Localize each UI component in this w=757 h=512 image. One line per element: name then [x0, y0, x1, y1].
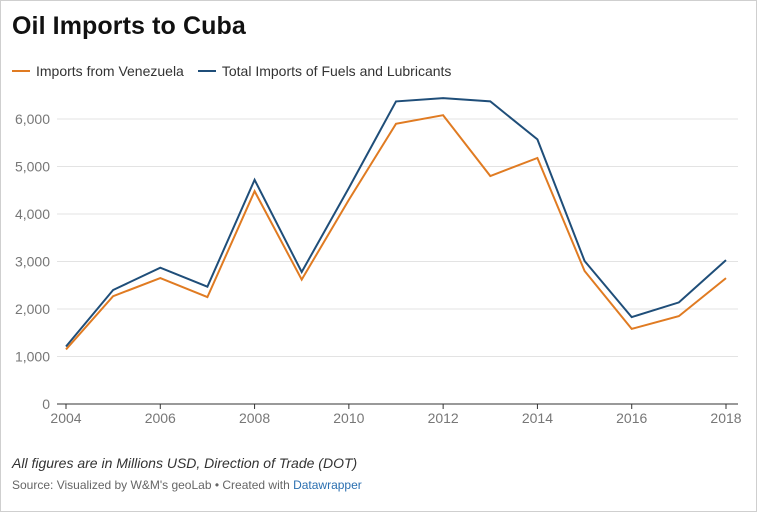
y-tick-label: 6,000: [15, 111, 50, 127]
legend-item-total: Total Imports of Fuels and Lubricants: [197, 63, 452, 79]
legend-item-venezuela: Imports from Venezuela: [12, 63, 184, 79]
x-tick-label: 2012: [428, 410, 459, 426]
y-tick-label: 5,000: [15, 159, 50, 175]
series-line-venezuela: [65, 114, 727, 351]
legend-label-venezuela: Imports from Venezuela: [36, 63, 184, 79]
y-tick-label: 4,000: [15, 206, 50, 222]
y-tick-label: 3,000: [15, 254, 50, 270]
x-tick-label: 2004: [50, 410, 81, 426]
y-tick-label: 0: [42, 396, 50, 412]
y-tick-label: 1,000: [15, 349, 50, 365]
series-line-total: [65, 97, 727, 348]
chart-source: Source: Visualized by W&M's geoLab • Cre…: [12, 478, 362, 492]
y-tick-label: 2,000: [15, 301, 50, 317]
x-tick-label: 2010: [333, 410, 364, 426]
x-tick-label: 2018: [710, 410, 741, 426]
x-tick-label: 2016: [616, 410, 647, 426]
x-tick-label: 2006: [145, 410, 176, 426]
datawrapper-link[interactable]: Datawrapper: [293, 478, 362, 492]
legend-swatch-total: [197, 70, 216, 72]
legend-swatch-venezuela: [12, 70, 30, 72]
x-tick-label: 2014: [522, 410, 553, 426]
line-chart: 0 1,000 2,000 3,000 4,000 5,000 6,000 2004 2006 2…: [15, 97, 742, 426]
source-text: Source: Visualized by W&M's geoLab • Cre…: [12, 478, 294, 492]
legend: Imports from Venezuela Total Imports of …: [12, 62, 465, 80]
chart-title: Oil Imports to Cuba: [12, 12, 246, 40]
chart-note: All figures are in Millions USD, Directi…: [12, 455, 358, 471]
x-tick-label: 2008: [239, 410, 270, 426]
legend-label-total: Total Imports of Fuels and Lubricants: [221, 63, 452, 79]
